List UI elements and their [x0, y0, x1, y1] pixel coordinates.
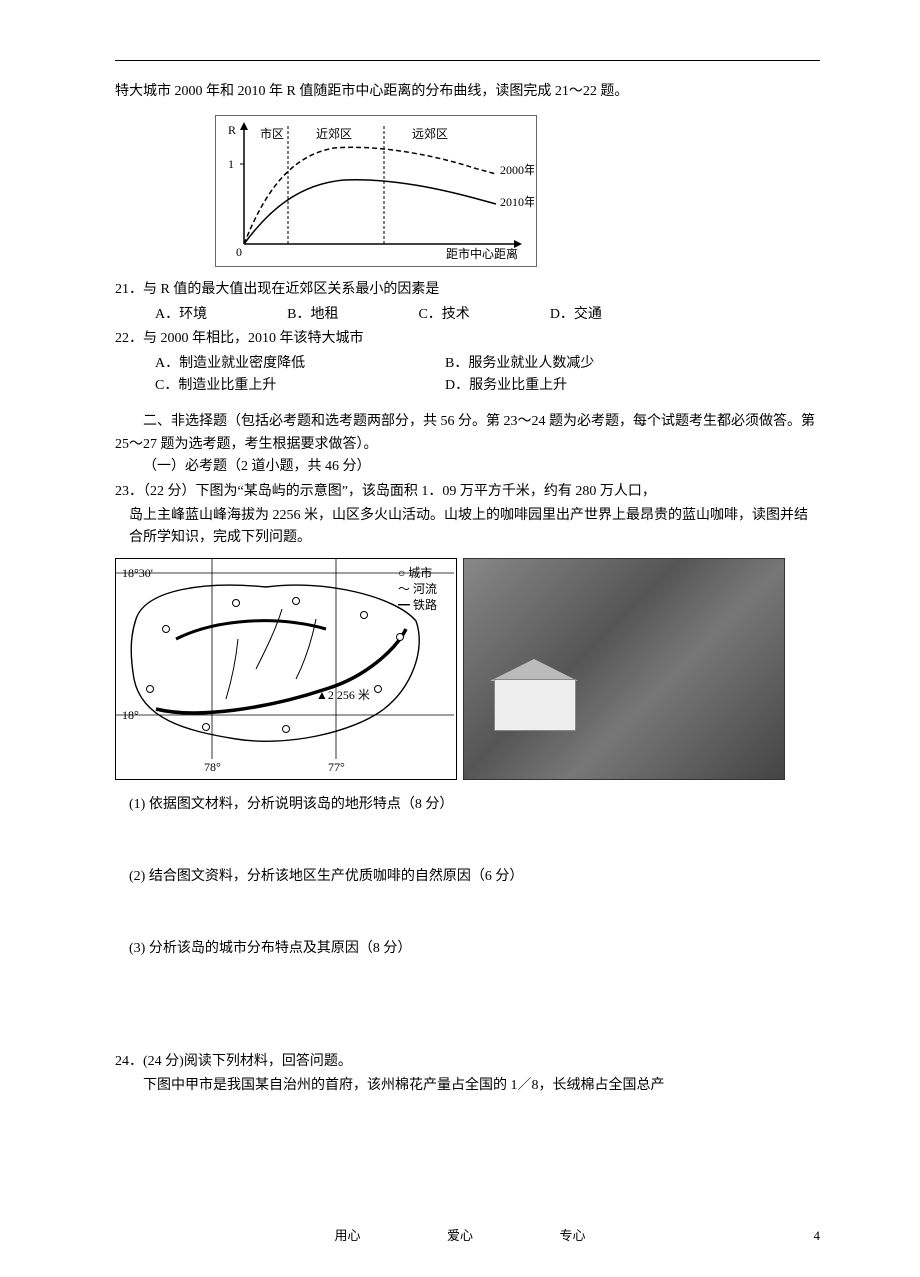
zone-1: 市区 — [260, 126, 284, 141]
section2-title: 二、非选择题（包括必考题和选考题两部分，共 56 分。第 23～24 题为必考题… — [115, 411, 820, 456]
peak-label: ▲2 256 米 — [316, 688, 370, 702]
section2-sub: （一）必考题（2 道小题，共 46 分） — [115, 456, 820, 478]
series-2000 — [244, 148, 496, 245]
y-axis-label: R — [228, 123, 236, 137]
q22-options: A．制造业就业密度降低 C．制造业比重上升 B．服务业就业人数减少 D．服务业比… — [155, 353, 820, 398]
q22-stem: 22．与 2000 年相比，2010 年该特大城市 — [115, 328, 820, 350]
map-svg: 18°30' 18° 78° 77° — [116, 559, 454, 777]
origin: 0 — [236, 245, 242, 259]
footer-a: 用心 — [334, 1228, 360, 1243]
page-number: 4 — [814, 1226, 821, 1247]
photo-house — [494, 679, 576, 731]
series-2010 — [244, 180, 496, 244]
footer-c: 专心 — [560, 1228, 586, 1243]
x-axis-label: 距市中心距离 — [446, 246, 518, 261]
series-2010-label: 2010年 — [500, 195, 534, 209]
r-value-chart: 1 R 0 市区 近郊区 远郊区 2000年 2010年 距市中心距离 — [215, 115, 537, 267]
q22-opt-d: D．服务业比重上升 — [445, 375, 735, 397]
photo-roof — [490, 659, 578, 681]
y-tick-1: 1 — [228, 157, 234, 171]
lon-77: 77° — [328, 760, 345, 774]
intro-text: 特大城市 2000 年和 2010 年 R 值随距市中心距离的分布曲线，读图完成… — [115, 81, 820, 103]
q24-stem2: 下图中甲市是我国某自治州的首府，该州棉花产量占全国的 1／8，长绒棉占全国总产 — [115, 1075, 820, 1097]
q21-opt-b: B．地租 — [287, 304, 338, 326]
q23-stem1: 23．（22 分）下图为“某岛屿的示意图”，该岛面积 1．09 万平方千米，约有… — [115, 481, 820, 503]
q21-stem: 21．与 R 值的最大值出现在近郊区关系最小的因素是 — [115, 279, 820, 301]
mountain-photo — [463, 558, 785, 780]
svg-text:〜 河流: 〜 河流 — [398, 582, 437, 596]
q21-opt-d: D．交通 — [550, 304, 602, 326]
zone-2: 近郊区 — [316, 127, 352, 141]
map-legend: ○ 城市 〜 河流 ━ 铁路 — [398, 565, 437, 612]
q23-figures: 18°30' 18° 78° 77° — [115, 558, 820, 780]
q23-sub2: (2) 结合图文资料，分析该地区生产优质咖啡的自然原因（6 分） — [129, 866, 820, 888]
lon-78: 78° — [204, 760, 221, 774]
q21-opt-a: A．环境 — [155, 304, 207, 326]
q21-opt-c: C．技术 — [418, 304, 469, 326]
footer-b: 爱心 — [447, 1228, 473, 1243]
svg-text:━ 铁路: ━ 铁路 — [398, 597, 437, 612]
q21-options: A．环境 B．地租 C．技术 D．交通 — [155, 304, 820, 326]
series-2000-label: 2000年 — [500, 163, 534, 177]
zone-3: 远郊区 — [412, 127, 448, 141]
q22-opt-b: B．服务业就业人数减少 — [445, 353, 735, 375]
q24-stem1: 24．(24 分)阅读下列材料，回答问题。 — [115, 1051, 820, 1073]
footer: 用心 爱心 专心 — [0, 1226, 920, 1247]
island-map: 18°30' 18° 78° 77° — [115, 558, 457, 780]
top-rule — [115, 60, 820, 61]
q23-sub1: (1) 依据图文材料，分析说明该岛的地形特点（8 分） — [129, 794, 820, 816]
svg-text:○ 城市: ○ 城市 — [398, 565, 432, 580]
q23-stem2: 岛上主峰蓝山峰海拔为 2256 米，山区多火山活动。山坡上的咖啡园里出产世界上最… — [129, 505, 820, 550]
q22-opt-c: C．制造业比重上升 — [155, 375, 445, 397]
q23-sub3: (3) 分析该岛的城市分布特点及其原因（8 分） — [129, 938, 820, 960]
page: 特大城市 2000 年和 2010 年 R 值随距市中心距离的分布曲线，读图完成… — [0, 0, 920, 1277]
q22-opt-a: A．制造业就业密度降低 — [155, 353, 445, 375]
chart-svg: 1 R 0 市区 近郊区 远郊区 2000年 2010年 距市中心距离 — [216, 116, 534, 264]
railway-2 — [176, 620, 326, 638]
